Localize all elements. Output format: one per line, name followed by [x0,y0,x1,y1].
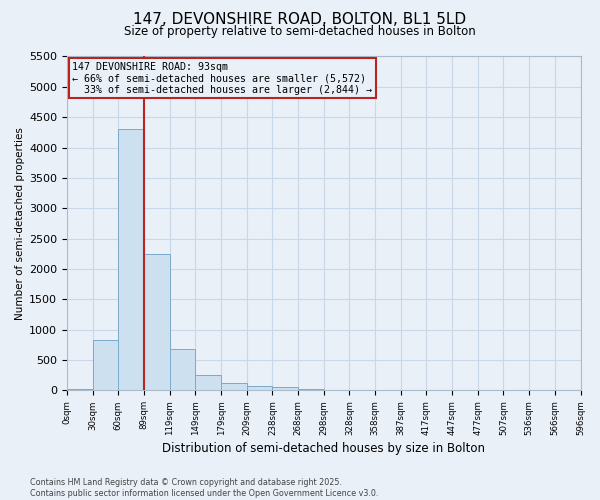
Bar [272,388,298,390]
Text: 147, DEVONSHIRE ROAD, BOLTON, BL1 5LD: 147, DEVONSHIRE ROAD, BOLTON, BL1 5LD [133,12,467,28]
Text: 147 DEVONSHIRE ROAD: 93sqm
← 66% of semi-detached houses are smaller (5,572)
  3: 147 DEVONSHIRE ROAD: 93sqm ← 66% of semi… [72,62,372,94]
Bar [118,130,144,390]
Bar [247,386,272,390]
Bar [298,388,324,390]
X-axis label: Distribution of semi-detached houses by size in Bolton: Distribution of semi-detached houses by … [162,442,485,455]
Text: Contains HM Land Registry data © Crown copyright and database right 2025.
Contai: Contains HM Land Registry data © Crown c… [30,478,379,498]
Bar [196,376,221,390]
Text: Size of property relative to semi-detached houses in Bolton: Size of property relative to semi-detach… [124,25,476,38]
Bar [221,382,247,390]
Bar [92,340,118,390]
Bar [144,254,170,390]
Bar [170,349,196,391]
Y-axis label: Number of semi-detached properties: Number of semi-detached properties [15,127,25,320]
Bar [67,388,92,390]
